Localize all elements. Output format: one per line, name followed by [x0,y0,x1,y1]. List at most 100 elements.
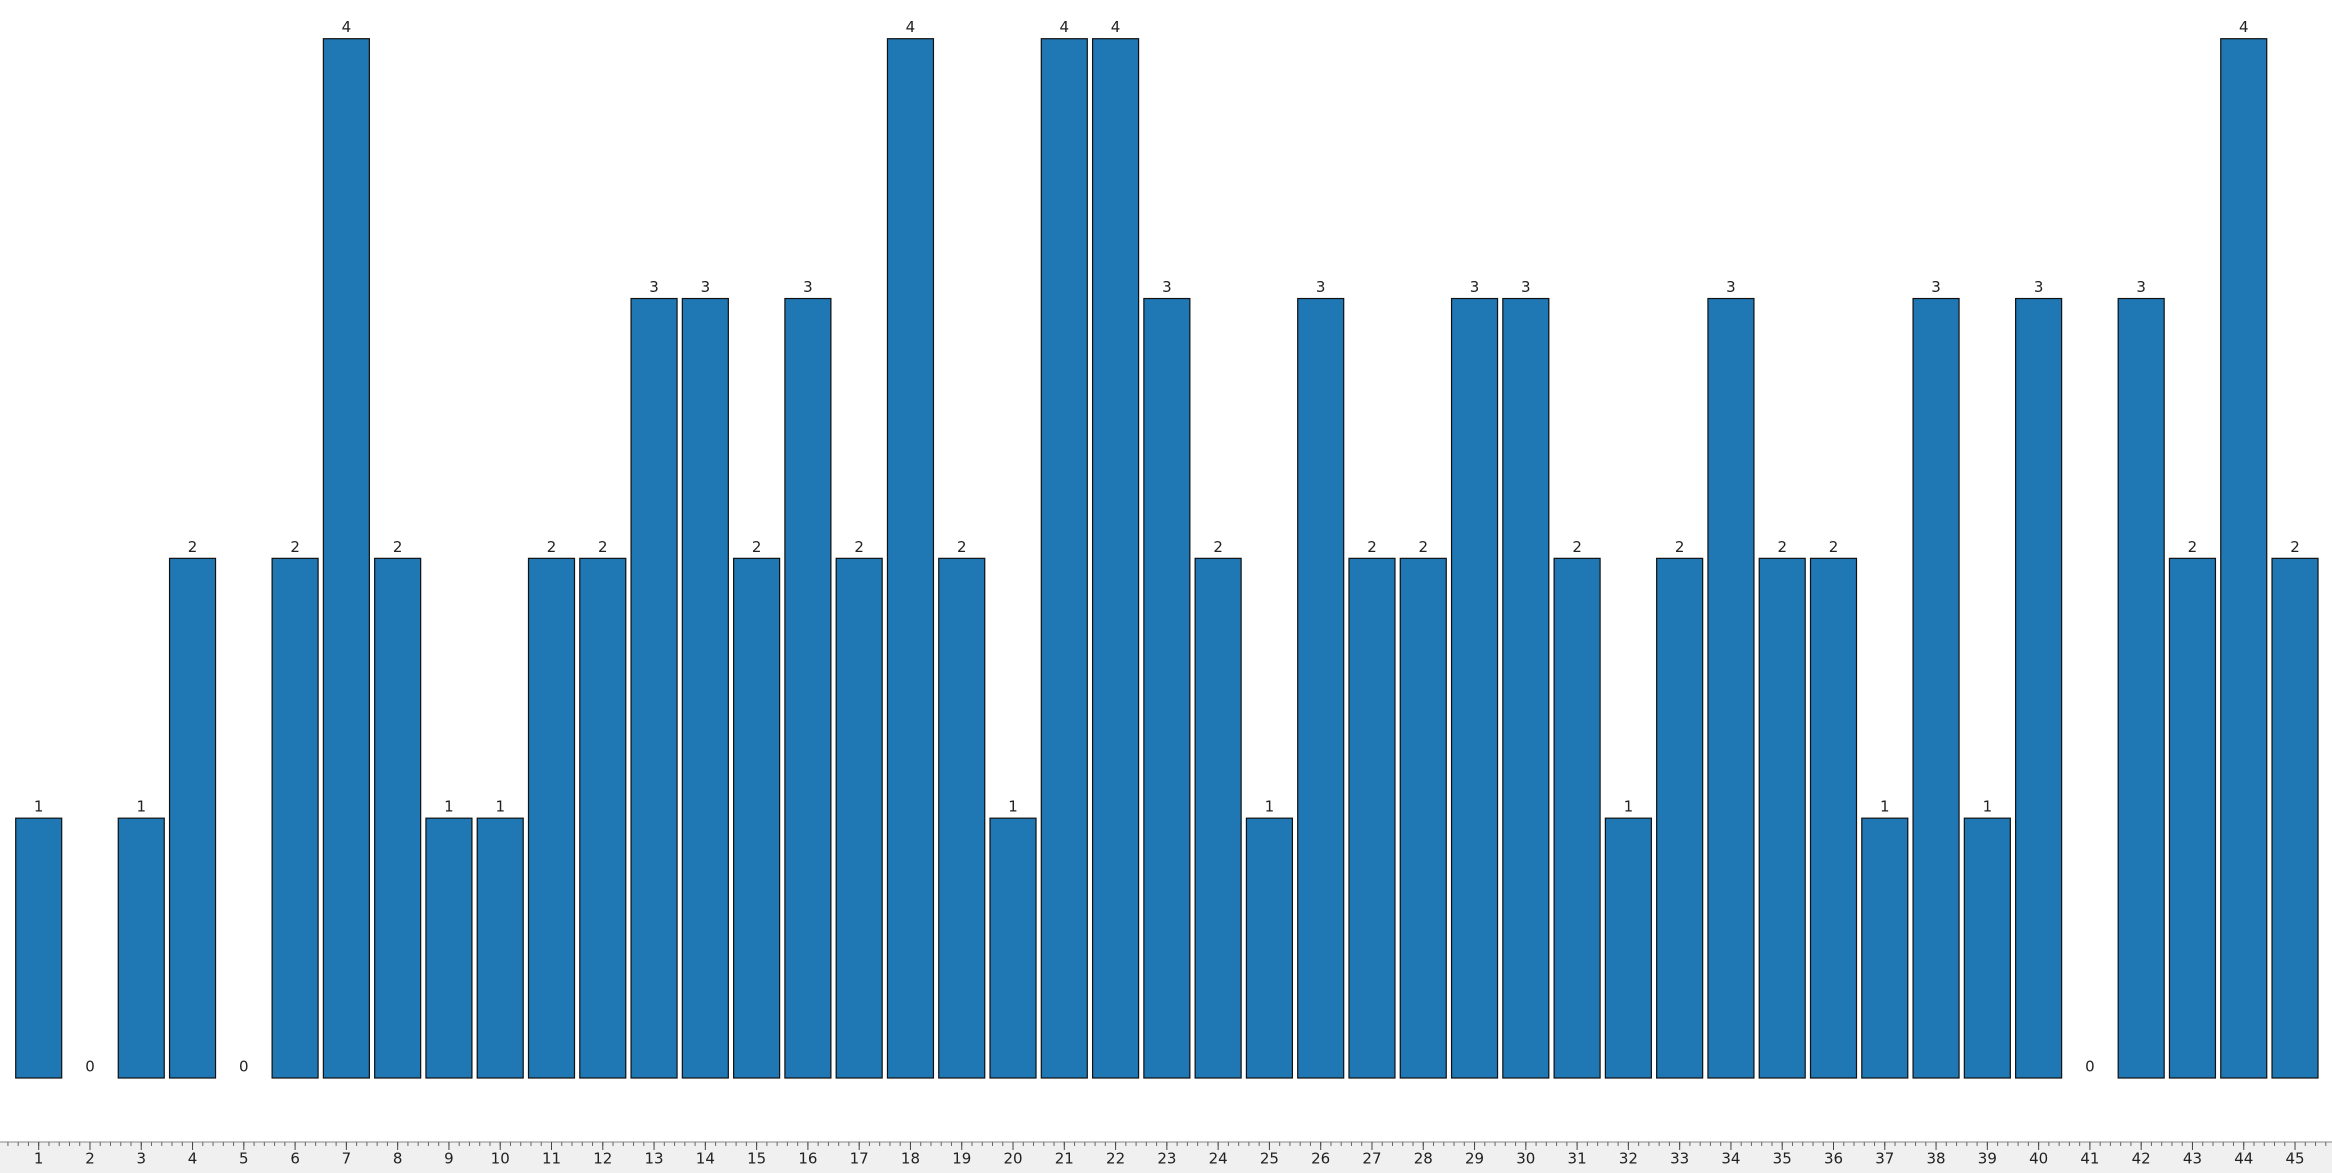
x-tick-label: 10 [491,1150,510,1168]
bar [1040,38,1088,1079]
bar [15,817,63,1079]
bar [579,557,627,1079]
value-label: 2 [2290,538,2300,556]
bar [1707,297,1755,1079]
x-tick-label: 21 [1055,1150,1074,1168]
bar [1194,557,1242,1079]
value-label: 3 [1931,278,1941,296]
value-label: 1 [495,798,505,816]
value-label: 4 [906,18,916,36]
value-label: 2 [1829,538,1839,556]
x-tick-label: 40 [2029,1150,2048,1168]
value-label: 3 [803,278,813,296]
value-label: 2 [1213,538,1223,556]
x-tick-label: 24 [1209,1150,1228,1168]
value-label: 3 [1162,278,1172,296]
bar [1245,817,1294,1079]
value-label: 3 [1316,278,1326,296]
x-tick-label: 38 [1927,1150,1946,1168]
value-label: 4 [342,18,352,36]
bar [1348,557,1396,1079]
bar [1297,297,1345,1079]
value-label: 1 [1008,798,1018,816]
value-label: 2 [752,538,762,556]
value-label: 2 [1572,538,1582,556]
x-tick-label: 5 [239,1150,249,1168]
value-label: 3 [701,278,711,296]
x-tick-label: 18 [901,1150,920,1168]
x-tick-label: 28 [1414,1150,1433,1168]
bar [1912,297,1960,1079]
value-label: 0 [239,1058,249,1076]
value-label: 2 [1418,538,1428,556]
x-tick-label: 30 [1516,1150,1535,1168]
value-label: 3 [2136,278,2146,296]
bar [1809,557,1858,1079]
value-label: 1 [1983,798,1993,816]
x-tick-label: 14 [696,1150,715,1168]
bar [1963,817,2011,1079]
x-tick-label: 20 [1003,1150,1022,1168]
x-tick-label: 17 [850,1150,869,1168]
x-tick-label: 35 [1773,1150,1792,1168]
bar [886,38,935,1079]
bar [1143,297,1191,1079]
value-label: 2 [290,538,300,556]
bar [1656,557,1704,1079]
value-label: 0 [85,1058,95,1076]
x-tick-label: 11 [542,1150,561,1168]
x-tick-label: 26 [1311,1150,1330,1168]
bar [527,557,576,1079]
x-tick-label: 27 [1362,1150,1381,1168]
value-label: 2 [2188,538,2198,556]
bar [374,557,422,1079]
bar [2271,557,2319,1079]
axis-strip [0,1142,2332,1173]
x-tick-label: 15 [747,1150,766,1168]
bar [271,557,319,1079]
bar [322,38,370,1079]
x-tick-label: 6 [290,1150,300,1168]
x-tick-label: 13 [645,1150,664,1168]
value-label: 2 [854,538,864,556]
bar [2015,297,2063,1079]
bar [733,557,781,1079]
x-tick-label: 25 [1260,1150,1279,1168]
value-label: 2 [598,538,608,556]
x-tick-label: 37 [1875,1150,1894,1168]
x-tick-label: 34 [1721,1150,1740,1168]
bar [168,557,217,1079]
value-label: 4 [2239,18,2249,36]
value-label: 1 [1624,798,1634,816]
x-tick-label: 2 [85,1150,95,1168]
value-label: 2 [1675,538,1685,556]
value-label: 3 [1726,278,1736,296]
bar [989,817,1037,1079]
x-tick-label: 23 [1157,1150,1176,1168]
value-label: 1 [1265,798,1275,816]
value-label: 1 [1880,798,1890,816]
bar [1091,38,1140,1079]
value-label: 1 [136,798,146,816]
x-tick-label: 43 [2183,1150,2202,1168]
bar [938,557,986,1079]
x-tick-label: 42 [2132,1150,2151,1168]
value-label: 3 [2034,278,2044,296]
x-tick-label: 1 [34,1150,44,1168]
value-label: 2 [547,538,557,556]
value-label: 4 [1111,18,1121,36]
value-label: 0 [2085,1058,2095,1076]
x-tick-label: 16 [798,1150,817,1168]
x-tick-label: 41 [2080,1150,2099,1168]
x-tick-label: 45 [2285,1150,2304,1168]
x-tick-label: 19 [952,1150,971,1168]
value-label: 2 [1777,538,1787,556]
bar [835,557,883,1079]
x-tick-label: 36 [1824,1150,1843,1168]
bar [1604,817,1652,1079]
value-label: 3 [1521,278,1531,296]
x-tick-label: 3 [136,1150,146,1168]
bar [1861,817,1909,1079]
x-tick-label: 29 [1465,1150,1484,1168]
